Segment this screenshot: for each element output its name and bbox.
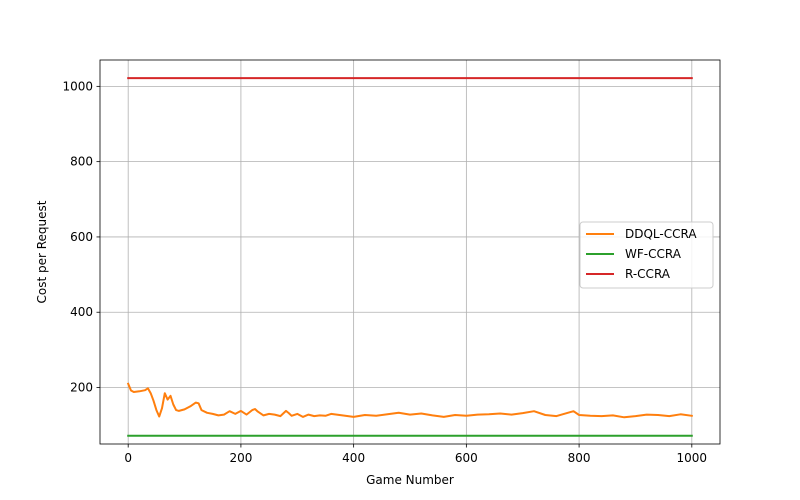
- series-layer: [126, 77, 693, 437]
- y-tick-label: 600: [70, 230, 93, 244]
- x-axis-label: Game Number: [366, 473, 454, 487]
- legend: DDQL-CCRA WF-CCRA R-CCRA: [579, 221, 714, 289]
- legend-label-r-ccra: R-CCRA: [625, 267, 671, 281]
- tick-layer: 0 200 400 600 800 1000 200 400 600 800 1000: [62, 79, 707, 465]
- x-tick-label: 1000: [677, 451, 708, 465]
- y-tick-label: 400: [70, 305, 93, 319]
- y-tick-label: 200: [70, 381, 93, 395]
- legend-label-wf-ccra: WF-CCRA: [625, 247, 682, 261]
- y-tick-label: 1000: [62, 79, 93, 93]
- legend-label-ddql-ccra: DDQL-CCRA: [625, 227, 697, 241]
- plot-frame: [99, 59, 721, 445]
- y-tick-label: 800: [70, 155, 93, 169]
- x-tick-label: 0: [124, 451, 132, 465]
- y-axis-label: Cost per Request: [35, 200, 49, 303]
- series-line-ddql-ccra: [126, 382, 693, 419]
- legend-box: [579, 221, 714, 289]
- x-tick-label: 600: [455, 451, 478, 465]
- x-tick-label: 200: [229, 451, 252, 465]
- x-tick-label: 800: [568, 451, 591, 465]
- x-tick-label: 400: [342, 451, 365, 465]
